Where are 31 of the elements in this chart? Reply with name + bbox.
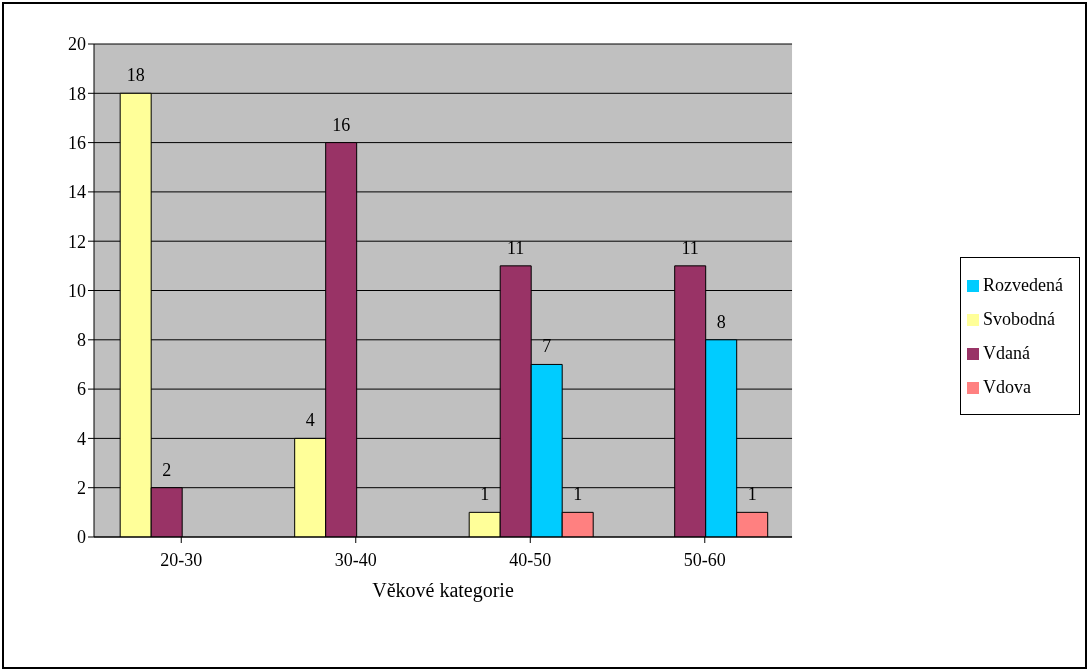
data-label: 11 — [507, 237, 525, 258]
data-label: 11 — [681, 237, 699, 258]
y-tick-label: 0 — [77, 527, 86, 548]
legend-label: Svobodná — [983, 308, 1056, 329]
y-tick-label: 6 — [77, 379, 86, 400]
y-tick-label: 2 — [77, 478, 86, 499]
legend-label: Vdaná — [983, 342, 1031, 363]
y-tick-label: 8 — [77, 330, 86, 351]
y-tick-label: 12 — [68, 231, 86, 252]
y-tick-label: 18 — [68, 83, 86, 104]
data-label: 1 — [747, 484, 757, 505]
y-tick-label: 14 — [68, 182, 86, 203]
y-tick-label: 16 — [68, 132, 86, 153]
data-label: 4 — [305, 410, 315, 431]
x-axis-title: Věkové kategorie — [372, 579, 514, 602]
y-tick-label: 20 — [68, 34, 86, 55]
data-label: 8 — [716, 311, 726, 332]
y-tick-label: 10 — [68, 280, 86, 301]
y-tick-label: 4 — [77, 428, 86, 449]
legend-label: Vdova — [983, 376, 1032, 397]
x-tick-label: 40-50 — [509, 549, 552, 570]
x-tick-label: 50-60 — [683, 549, 726, 570]
data-label: 2 — [162, 459, 172, 480]
data-label: 1 — [480, 484, 490, 505]
legend-label: Rozvedená — [983, 274, 1063, 295]
data-label: 18 — [126, 65, 145, 86]
data-label: 16 — [332, 114, 351, 135]
x-tick-label: 20-30 — [160, 549, 203, 570]
x-tick-label: 30-40 — [334, 549, 377, 570]
data-label: 7 — [542, 336, 552, 357]
data-label: 1 — [573, 484, 583, 505]
